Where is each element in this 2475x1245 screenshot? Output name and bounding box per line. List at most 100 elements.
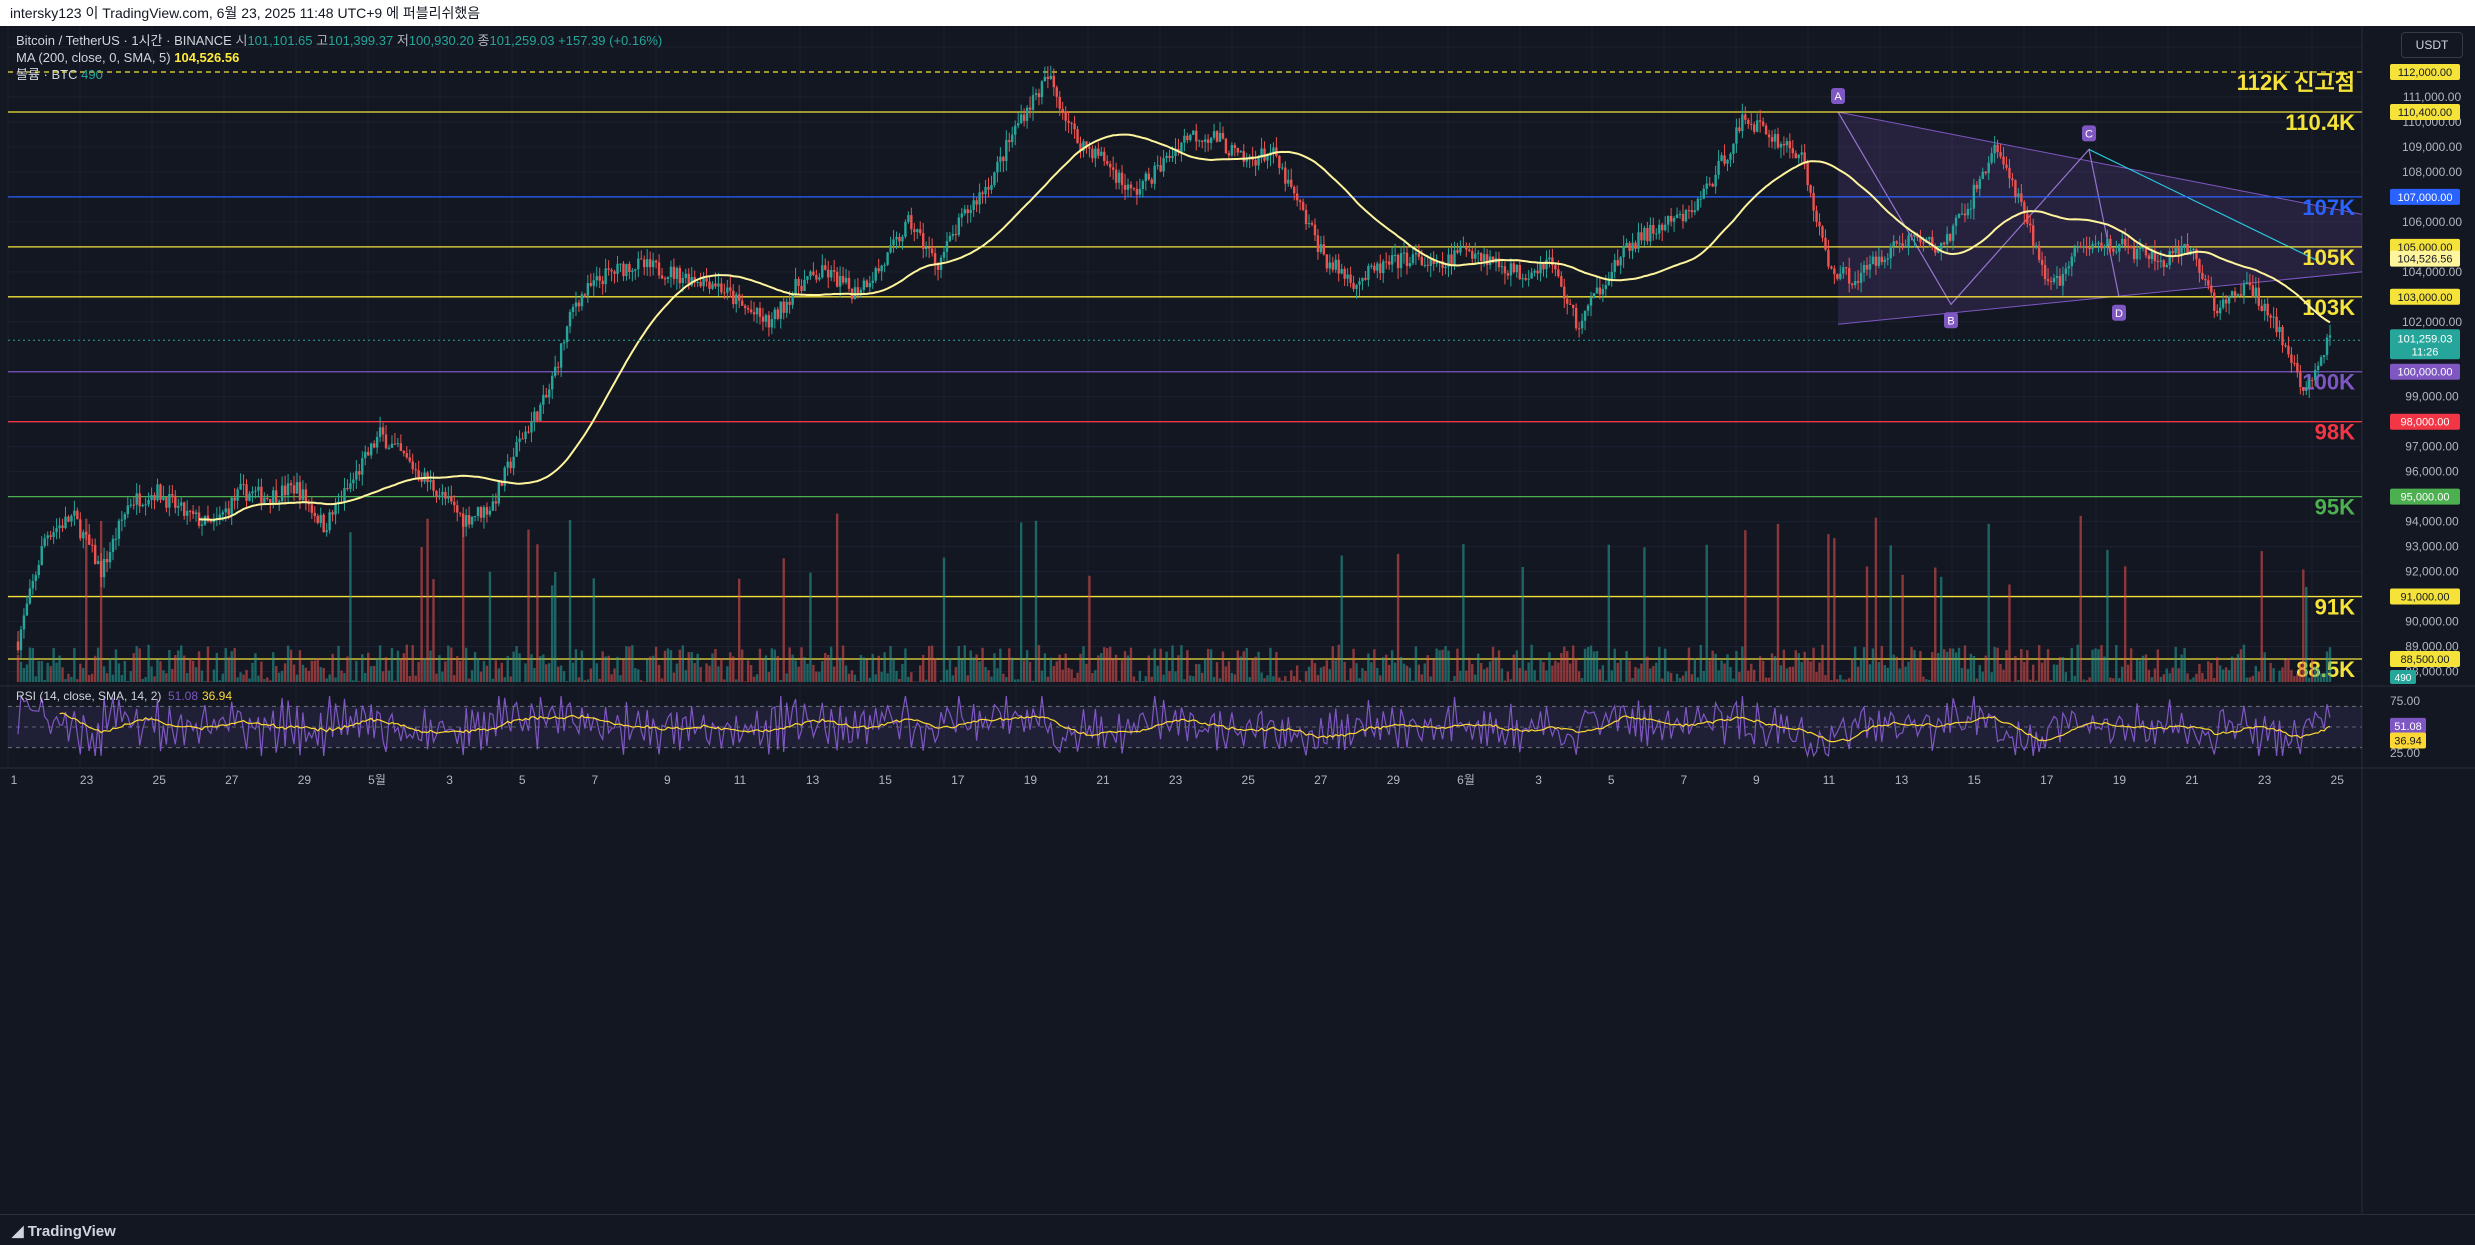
volume-bar: [854, 675, 856, 682]
volume-bar: [2201, 673, 2203, 682]
volume-bar: [563, 671, 565, 682]
candle-body: [913, 229, 915, 232]
candle-body: [1240, 151, 1242, 152]
candle-body: [144, 504, 146, 505]
tradingview-logo[interactable]: ◢ TradingView: [12, 1222, 116, 1240]
candle-body: [780, 302, 782, 319]
ma-label[interactable]: MA (200, close, 0, SMA, 5): [16, 50, 171, 65]
candle-body: [877, 268, 879, 271]
volume-bar: [1498, 650, 1500, 682]
volume-bar: [1676, 674, 1678, 682]
candle-body: [1349, 275, 1351, 283]
rsi-legend-label[interactable]: RSI (14, close, SMA, 14, 2): [16, 689, 161, 703]
volume-bar: [1884, 665, 1886, 682]
volume-bar: [2302, 569, 2304, 682]
volume-bar: [2163, 674, 2165, 682]
price-chart-svg[interactable]: 113,000.00111,000.00110,000.00109,000.00…: [0, 26, 2475, 1218]
volume-bar: [1946, 652, 1948, 682]
volume-bar: [1670, 673, 1672, 682]
volume-bar: [409, 676, 411, 682]
candle-body: [604, 268, 606, 284]
candle-body: [1714, 175, 1716, 187]
volume-bar: [2329, 647, 2331, 682]
volume-bar: [1679, 678, 1681, 682]
candle-body: [1145, 174, 1147, 182]
volume-bar: [370, 666, 372, 682]
volume-bar: [780, 680, 782, 682]
volume-bar: [346, 656, 348, 682]
volume-bar: [2085, 680, 2087, 682]
volume-bar: [417, 662, 419, 682]
candle-body: [542, 395, 544, 405]
volume-bar: [975, 655, 977, 682]
volume-bar: [2082, 679, 2084, 682]
candle-body: [2136, 249, 2138, 259]
low-label: 저: [397, 33, 409, 48]
candle-body: [1697, 199, 1699, 211]
volume-bar: [352, 680, 354, 682]
candle-body: [646, 259, 648, 267]
candle-body: [572, 307, 574, 312]
candle-body: [860, 290, 862, 294]
candle-body: [1397, 255, 1399, 268]
volume-bar: [192, 661, 194, 682]
candle-body: [263, 498, 265, 503]
volume-bar: [1605, 680, 1607, 682]
volume-bar: [2047, 649, 2049, 682]
volume-bar: [1174, 671, 1176, 682]
candle-body: [106, 559, 108, 562]
volume-bar: [1895, 657, 1897, 682]
volume-bar: [1783, 650, 1785, 682]
candle-body: [444, 492, 446, 499]
candle-body: [1008, 140, 1010, 142]
volume-bar: [1234, 674, 1236, 682]
candle-body: [1044, 77, 1046, 82]
chart-area[interactable]: 113,000.00111,000.00110,000.00109,000.00…: [0, 26, 2475, 1218]
candle-body: [2017, 193, 2019, 196]
volume-bar: [1477, 654, 1479, 682]
candle-body: [2062, 274, 2064, 286]
currency-button[interactable]: USDT: [2401, 32, 2463, 58]
volume-bar: [869, 678, 871, 682]
volume-bar: [800, 647, 802, 682]
volume-bar: [94, 656, 96, 682]
volume-bar: [643, 681, 645, 682]
candle-body: [800, 286, 802, 291]
volume-bar: [964, 645, 966, 682]
candle-body: [2056, 276, 2058, 278]
volume-bar: [1379, 675, 1381, 682]
candle-body: [177, 506, 179, 508]
candle-body: [305, 489, 307, 502]
candle-body: [441, 492, 443, 496]
volume-bar: [2008, 584, 2010, 682]
close-value: 101,259.03: [489, 33, 554, 48]
candle-body: [480, 507, 482, 518]
candle-body: [783, 302, 785, 313]
time-axis-tick-label: 3: [446, 773, 453, 787]
candle-body: [2026, 214, 2028, 224]
bottom-bar: ◢ TradingView: [0, 1214, 2475, 1245]
volume-bar: [1412, 681, 1414, 682]
candle-body: [1222, 133, 1224, 139]
candle-body: [2115, 252, 2117, 253]
candle-body: [2326, 338, 2328, 355]
volume-label[interactable]: 볼륨 · BTC: [16, 67, 77, 82]
candle-body: [477, 507, 479, 516]
candle-body: [1625, 243, 1627, 246]
volume-bar: [1228, 661, 1230, 682]
candle-body: [1812, 193, 1814, 211]
candle-body: [471, 517, 473, 525]
symbol-label[interactable]: Bitcoin / TetherUS · 1시간 · BINANCE: [16, 33, 232, 48]
volume-bar: [866, 660, 868, 682]
candle-body: [664, 278, 666, 279]
candle-body: [2002, 157, 2004, 165]
volume-bar: [1860, 659, 1862, 682]
volume-bar: [1851, 659, 1853, 682]
candle-body: [1904, 246, 1906, 247]
volume-bar: [1578, 671, 1580, 682]
candle-body: [147, 500, 149, 504]
candle-body: [2130, 246, 2132, 247]
candle-body: [836, 272, 838, 287]
volume-bar: [1100, 653, 1102, 682]
candle-body: [1536, 271, 1538, 274]
